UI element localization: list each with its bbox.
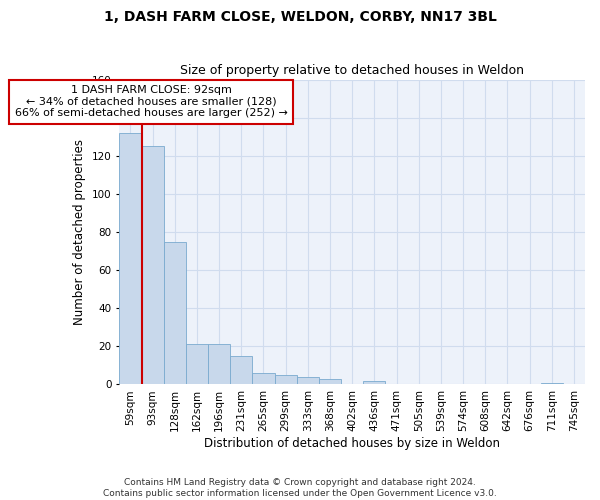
Bar <box>363 380 385 384</box>
Bar <box>230 356 253 384</box>
Bar <box>541 382 563 384</box>
Bar <box>297 377 319 384</box>
Bar <box>164 242 186 384</box>
Title: Size of property relative to detached houses in Weldon: Size of property relative to detached ho… <box>180 64 524 77</box>
Text: 1, DASH FARM CLOSE, WELDON, CORBY, NN17 3BL: 1, DASH FARM CLOSE, WELDON, CORBY, NN17 … <box>104 10 496 24</box>
Bar <box>319 378 341 384</box>
Y-axis label: Number of detached properties: Number of detached properties <box>73 139 86 325</box>
Bar <box>119 133 142 384</box>
Bar <box>186 344 208 385</box>
Bar <box>208 344 230 385</box>
X-axis label: Distribution of detached houses by size in Weldon: Distribution of detached houses by size … <box>204 437 500 450</box>
Text: Contains HM Land Registry data © Crown copyright and database right 2024.
Contai: Contains HM Land Registry data © Crown c… <box>103 478 497 498</box>
Text: 1 DASH FARM CLOSE: 92sqm
← 34% of detached houses are smaller (128)
66% of semi-: 1 DASH FARM CLOSE: 92sqm ← 34% of detach… <box>15 86 288 118</box>
Bar <box>275 375 297 384</box>
Bar <box>253 373 275 384</box>
Bar <box>142 146 164 384</box>
